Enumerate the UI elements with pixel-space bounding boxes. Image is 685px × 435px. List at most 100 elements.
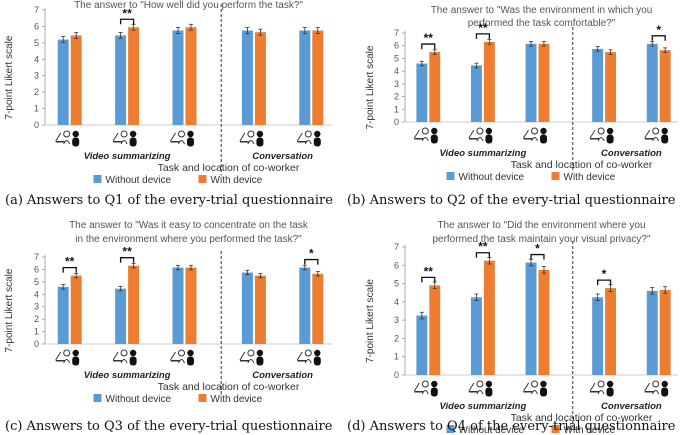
significance-label: ** bbox=[424, 264, 434, 278]
bar-without-3 bbox=[592, 48, 604, 123]
worker-body-icon bbox=[63, 140, 71, 145]
laptop-icon bbox=[414, 391, 424, 393]
y-tick-label: 5 bbox=[394, 53, 399, 63]
worker-head-icon bbox=[476, 380, 484, 388]
legend-label-without: Without device bbox=[106, 394, 172, 405]
bar-with-0 bbox=[429, 52, 441, 123]
laptop-screen-icon bbox=[55, 132, 62, 142]
coworker-body-icon bbox=[540, 134, 547, 144]
worker-head-icon bbox=[63, 130, 71, 138]
bar-with-0 bbox=[70, 35, 82, 125]
worker-head-icon bbox=[531, 127, 538, 135]
coworker-head-icon bbox=[661, 380, 668, 388]
laptop-screen-icon bbox=[239, 132, 246, 142]
y-tick-label: 7 bbox=[394, 28, 399, 38]
worker-head-icon bbox=[63, 349, 71, 357]
bar-with-1 bbox=[128, 27, 140, 125]
worker-body-icon bbox=[63, 359, 71, 364]
bar-with-4 bbox=[312, 30, 324, 126]
y-tick-label: 1 bbox=[394, 104, 399, 114]
condition-icon-0 bbox=[55, 130, 80, 147]
group-label-video: Video summarizing bbox=[440, 401, 527, 412]
group-label-conversation: Conversation bbox=[601, 401, 662, 412]
chart-title-line: performed the task comfortable?" bbox=[468, 18, 616, 29]
bar-without-2 bbox=[525, 43, 537, 122]
condition-icon-2 bbox=[523, 380, 547, 397]
worker-body-icon bbox=[597, 390, 605, 395]
bar-with-1 bbox=[483, 41, 495, 122]
legend-swatch-with bbox=[551, 425, 560, 433]
coworker-body-icon bbox=[606, 387, 614, 397]
bar-with-3 bbox=[254, 32, 266, 125]
y-tick-label: 1 bbox=[34, 327, 39, 337]
group-label-conversation: Conversation bbox=[252, 151, 313, 162]
y-tick-label: 2 bbox=[34, 314, 39, 324]
coworker-body-icon bbox=[72, 356, 80, 366]
y-tick-label: 4 bbox=[34, 54, 39, 64]
bar-without-1 bbox=[115, 288, 127, 344]
y-tick-label: 3 bbox=[394, 315, 399, 325]
worker-body-icon bbox=[120, 359, 128, 364]
laptop-screen-icon bbox=[112, 351, 119, 361]
worker-body-icon bbox=[597, 137, 605, 142]
bar-without-1 bbox=[470, 297, 482, 375]
significance-label: * bbox=[535, 242, 540, 256]
group-label-video: Video summarizing bbox=[440, 148, 527, 159]
laptop-icon bbox=[170, 360, 180, 362]
worker-head-icon bbox=[421, 380, 429, 388]
condition-icon-0 bbox=[413, 127, 438, 144]
laptop-icon bbox=[590, 138, 600, 140]
chart-title-line: in the environment where you performed t… bbox=[75, 234, 302, 245]
coworker-body-icon bbox=[606, 134, 614, 144]
bar-with-3 bbox=[605, 288, 617, 375]
coworker-head-icon bbox=[72, 349, 79, 357]
worker-body-icon bbox=[178, 140, 185, 145]
worker-head-icon bbox=[652, 127, 660, 135]
chart-title-line: The answer to "Was it easy to concentrat… bbox=[69, 220, 309, 231]
laptop-screen-icon bbox=[413, 382, 420, 392]
significance-bracket bbox=[119, 257, 135, 263]
worker-head-icon bbox=[597, 127, 605, 135]
condition-icon-1 bbox=[468, 380, 493, 397]
bar-with-2 bbox=[538, 43, 550, 122]
significance-bracket bbox=[530, 253, 545, 260]
figure-caption: (a) Answers to Q1 of the every-trial que… bbox=[5, 193, 333, 208]
significance-label: ** bbox=[478, 21, 488, 35]
coworker-body-icon bbox=[72, 137, 80, 147]
y-tick-label: 0 bbox=[34, 120, 39, 130]
y-axis-label: 7-point Likert scale bbox=[4, 35, 15, 119]
worker-head-icon bbox=[120, 349, 128, 357]
condition-icon-0 bbox=[55, 349, 80, 366]
significance-label: ** bbox=[122, 245, 132, 259]
y-tick-label: 6 bbox=[34, 264, 39, 274]
significance-bracket bbox=[62, 266, 77, 273]
condition-icon-1 bbox=[468, 127, 493, 144]
condition-icon-3 bbox=[239, 130, 264, 147]
coworker-body-icon bbox=[430, 387, 438, 397]
coworker-head-icon bbox=[314, 349, 321, 357]
worker-head-icon bbox=[178, 130, 185, 138]
coworker-head-icon bbox=[256, 130, 264, 138]
bar-with-2 bbox=[538, 269, 550, 375]
bar-without-2 bbox=[172, 30, 184, 126]
laptop-screen-icon bbox=[589, 382, 596, 392]
significance-bracket bbox=[596, 279, 612, 286]
condition-icon-1 bbox=[112, 349, 137, 366]
worker-head-icon bbox=[476, 127, 484, 135]
legend-label-with: With device bbox=[211, 175, 263, 186]
legend-label-with: With device bbox=[211, 394, 263, 405]
worker-body-icon bbox=[178, 359, 185, 364]
worker-head-icon bbox=[178, 349, 185, 357]
coworker-head-icon bbox=[187, 130, 194, 138]
chart-title-line: The answer to "Did the environment where… bbox=[437, 220, 645, 231]
worker-head-icon bbox=[247, 349, 255, 357]
significance-bracket bbox=[421, 276, 436, 283]
laptop-screen-icon bbox=[468, 382, 475, 392]
bar-with-3 bbox=[605, 52, 617, 123]
laptop-screen-icon bbox=[644, 129, 651, 139]
bar-with-4 bbox=[659, 50, 671, 122]
laptop-icon bbox=[55, 360, 65, 362]
laptop-icon bbox=[590, 391, 600, 393]
laptop-icon bbox=[239, 360, 249, 362]
legend-label-without: Without device bbox=[106, 175, 172, 186]
